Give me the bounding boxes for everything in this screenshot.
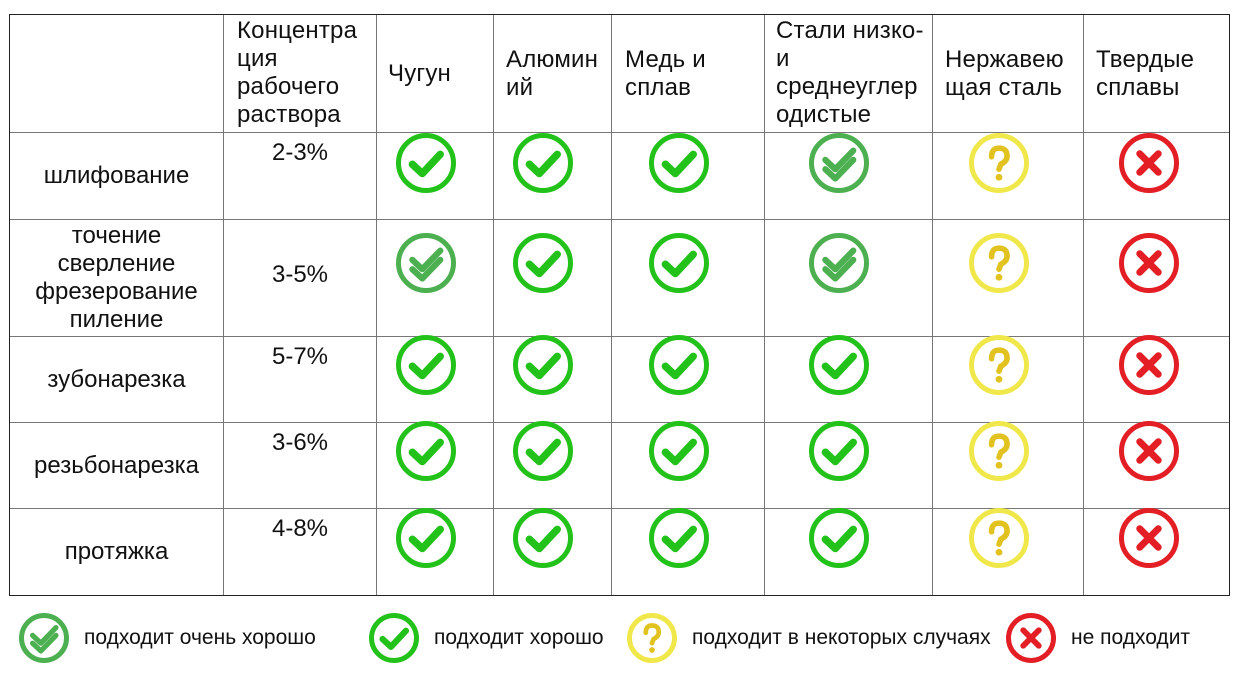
header-line: Концентра [237, 17, 358, 44]
operation-line: шлифование [43, 162, 190, 189]
header-concentration: Концентра ция рабочего раствора [237, 17, 372, 129]
header-aluminum: Алюмин ий [506, 46, 611, 102]
legend-label: подходит в некоторых случаях [692, 626, 991, 649]
check-circle-icon [395, 132, 457, 194]
column-divider [611, 15, 612, 595]
cross-circle-icon [1118, 334, 1180, 396]
legend-good: подходит хорошо [368, 612, 604, 664]
header-line: раствора [237, 101, 341, 128]
operation-line: точение [71, 222, 162, 249]
cross-circle-icon [1118, 132, 1180, 194]
check-circle-icon [395, 420, 457, 482]
check-circle-icon [648, 507, 710, 569]
cross-circle-icon [1118, 507, 1180, 569]
cross-circle-icon [1118, 232, 1180, 294]
operation-line: сверление [57, 250, 176, 277]
header-line: сплав [625, 74, 692, 101]
legend-label: подходит очень хорошо [84, 626, 316, 649]
operation-line: протяжка [64, 538, 169, 565]
row-operation: протяжка [10, 509, 223, 595]
header-line: среднеуглер [776, 73, 918, 100]
header-copper: Медь и сплав [625, 46, 760, 102]
row-operation: шлифование [10, 133, 223, 219]
check-circle-icon [512, 507, 574, 569]
check-circle-icon [512, 232, 574, 294]
row-concentration: 2-3% [271, 139, 329, 166]
cross-circle-icon [1118, 420, 1180, 482]
header-line: ция [237, 45, 278, 72]
row-operation: зубонарезка [10, 337, 223, 422]
double-check-circle-icon [808, 132, 870, 194]
legend-no: не подходит [1005, 612, 1190, 664]
legend-very-good: подходит очень хорошо [18, 612, 316, 664]
header-line: щая сталь [945, 74, 1063, 101]
row-concentration: 4-8% [271, 515, 329, 542]
check-circle-icon [648, 232, 710, 294]
header-line: Алюмин [506, 46, 599, 73]
cross-circle-icon [1005, 612, 1057, 664]
column-divider [932, 15, 933, 595]
check-circle-icon [512, 420, 574, 482]
check-circle-icon [648, 334, 710, 396]
check-circle-icon [512, 334, 574, 396]
operation-line: фрезерование [35, 278, 198, 305]
question-circle-icon [968, 507, 1030, 569]
row-concentration: 3-6% [271, 429, 329, 456]
column-divider [376, 15, 377, 595]
header-line: Твердые [1096, 46, 1195, 73]
header-line: Нержавею [945, 46, 1064, 73]
legend-label: не подходит [1071, 626, 1191, 649]
operation-line: зубонарезка [47, 365, 186, 393]
row-divider [10, 508, 1229, 509]
header-line: Медь и [625, 46, 706, 73]
column-divider [1083, 15, 1084, 595]
operation-line: пиление [69, 306, 164, 333]
header-cast-iron: Чугун [388, 60, 493, 88]
legend-label: подходит хорошо [434, 626, 604, 649]
question-circle-icon [968, 420, 1030, 482]
header-line: одистые [776, 101, 872, 128]
row-divider [10, 336, 1229, 337]
row-operation: точение сверление фрезерование пиление [10, 220, 223, 336]
check-circle-icon [808, 420, 870, 482]
row-divider [10, 422, 1229, 423]
operation-line: резьбонарезка [34, 451, 199, 479]
row-divider [10, 132, 1229, 133]
header-line: ий [506, 74, 534, 101]
check-circle-icon [395, 334, 457, 396]
double-check-circle-icon [18, 612, 70, 664]
check-circle-icon [808, 334, 870, 396]
legend: подходит очень хорошо подходит хорошо по… [0, 612, 1246, 672]
check-circle-icon [648, 132, 710, 194]
double-check-circle-icon [808, 232, 870, 294]
header-line: Чугун [388, 60, 452, 87]
check-circle-icon [395, 507, 457, 569]
header-line: рабочего [237, 73, 340, 100]
row-divider [10, 219, 1229, 220]
question-circle-icon [626, 612, 678, 664]
row-concentration: 5-7% [271, 343, 329, 370]
column-divider [223, 15, 224, 595]
row-concentration: 3-5% [271, 261, 329, 288]
check-circle-icon [648, 420, 710, 482]
column-divider [493, 15, 494, 595]
double-check-circle-icon [395, 232, 457, 294]
header-stainless: Нержавею щая сталь [945, 46, 1080, 102]
compatibility-table: Концентра ция рабочего раствора Чугун Ал… [9, 14, 1230, 596]
header-steel: Стали низко- и среднеуглер одистые [776, 17, 926, 129]
question-circle-icon [968, 232, 1030, 294]
column-divider [764, 15, 765, 595]
check-circle-icon [512, 132, 574, 194]
legend-some: подходит в некоторых случаях [626, 612, 991, 664]
header-line: Стали низко- [776, 17, 924, 44]
question-circle-icon [968, 132, 1030, 194]
question-circle-icon [968, 334, 1030, 396]
header-line: и [776, 45, 790, 72]
header-hard-alloys: Твердые сплавы [1096, 46, 1226, 102]
header-line: сплавы [1096, 74, 1180, 101]
check-circle-icon [808, 507, 870, 569]
row-operation: резьбонарезка [10, 423, 223, 508]
check-circle-icon [368, 612, 420, 664]
